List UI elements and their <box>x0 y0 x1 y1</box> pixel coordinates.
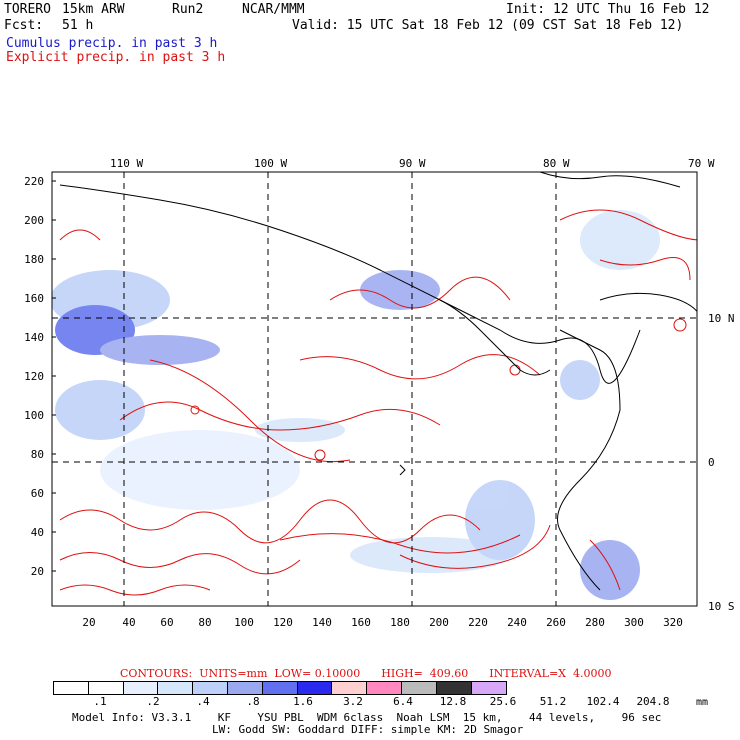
x-tick-label: 320 <box>663 616 683 629</box>
lat-label: 10 S <box>708 600 735 613</box>
x-tick-label: 80 <box>198 616 212 629</box>
init-time: Init: 12 UTC Thu 16 Feb 12 <box>506 2 710 17</box>
contours-info: CONTOURS: UNITS=mm LOW= 0.10000 HIGH= 40… <box>120 667 611 680</box>
cumulus-shading <box>52 210 660 600</box>
colorbar-label: 3.2 <box>343 695 363 708</box>
contours-low: LOW= 0.10000 <box>274 667 361 680</box>
map-border <box>51 171 698 607</box>
lon-label: 110 W <box>110 157 144 170</box>
y-tick-label: 40 <box>30 526 44 539</box>
explicit-contours <box>59 209 697 596</box>
y-tick-label: 140 <box>24 331 44 344</box>
x-tick-label: 40 <box>122 616 136 629</box>
run-label: Run2 <box>172 2 204 17</box>
y-tick-label: 80 <box>30 448 44 461</box>
colorbar-swatch <box>54 682 89 694</box>
colorbar-label: 1.6 <box>293 695 313 708</box>
y-tick-label: 120 <box>24 370 44 383</box>
valid-time: Valid: 15 UTC Sat 18 Feb 12 (09 CST Sat … <box>292 18 684 33</box>
fcst-value: 51 h <box>62 18 94 33</box>
x-tick-label: 20 <box>82 616 96 629</box>
coastlines <box>59 172 697 591</box>
y-ticks <box>52 180 56 572</box>
x-tick-label: 220 <box>468 616 488 629</box>
x-tick-label: 280 <box>585 616 605 629</box>
colorbar-label: .4 <box>196 695 210 708</box>
lat-lon-grid <box>52 172 697 606</box>
y-tick-label: 20 <box>30 565 44 578</box>
y-tick-label: 60 <box>30 487 44 500</box>
model-resolution: 15km ARW <box>62 2 125 17</box>
contours-interval: INTERVAL=X 4.0000 <box>489 667 612 680</box>
contours-units: UNITS=mm <box>199 667 268 680</box>
x-tick-label: 180 <box>390 616 410 629</box>
model-name: TORERO <box>4 2 51 17</box>
colorbar-swatch <box>158 682 194 694</box>
colorbar-swatch <box>367 682 402 694</box>
colorbar-unit: mm <box>696 697 709 708</box>
colorbar-swatch <box>227 682 263 694</box>
colorbar-label: 102.4 <box>586 695 620 708</box>
lon-label: 100 W <box>254 157 288 170</box>
colorbar-label: 204.8 <box>636 695 670 708</box>
colorbar-swatch <box>88 682 124 694</box>
y-tick-label: 220 <box>24 175 44 188</box>
x-tick-label: 100 <box>234 616 254 629</box>
x-tick-label: 260 <box>546 616 566 629</box>
colorbar-swatch <box>262 682 298 694</box>
lat-label: 0 <box>708 456 715 469</box>
x-tick-label: 140 <box>312 616 332 629</box>
contours-high: HIGH= 409.60 <box>381 667 469 680</box>
x-tick-label: 240 <box>507 616 527 629</box>
y-tick-label: 180 <box>24 253 44 266</box>
colorbar-swatch <box>471 682 507 694</box>
colorbar-swatch <box>401 682 437 694</box>
cumulus-legend: Cumulus precip. in past 3 h <box>6 36 218 51</box>
colorbar-label: 6.4 <box>393 695 413 708</box>
org-label: NCAR/MMM <box>242 2 305 17</box>
colorbar-swatch <box>297 682 333 694</box>
x-tick-label: 160 <box>351 616 371 629</box>
colorbar-swatch <box>436 682 472 694</box>
colorbar-label: .1 <box>93 695 107 708</box>
x-tick-label: 60 <box>160 616 174 629</box>
x-tick-label: 300 <box>624 616 644 629</box>
lon-label: 70 W <box>688 157 715 170</box>
model-info-line1: Model Info: V3.3.1 KF YSU PBL WDM 6class… <box>72 711 662 724</box>
colorbar-label: .2 <box>146 695 160 708</box>
lon-label: 80 W <box>543 157 570 170</box>
fcst-label: Fcst: <box>4 18 44 33</box>
colorbar-label: 12.8 <box>439 695 467 708</box>
colorbar-swatch <box>123 682 159 694</box>
x-tick-label: 120 <box>273 616 293 629</box>
y-tick-label: 200 <box>24 214 44 227</box>
colorbar-label: .8 <box>246 695 260 708</box>
model-info: Model Info: V3.3.1 KF YSU PBL WDM 6class… <box>72 712 661 736</box>
model-info-line2: LW: Godd SW: Goddard DIFF: simple KM: 2D… <box>212 723 524 736</box>
colorbar-label: 25.6 <box>489 695 517 708</box>
y-tick-label: 100 <box>24 409 44 422</box>
explicit-legend: Explicit precip. in past 3 h <box>6 50 226 65</box>
colorbar-swatch <box>332 682 368 694</box>
lat-label: 10 N <box>708 312 735 325</box>
colorbar <box>53 681 508 695</box>
y-tick-label: 160 <box>24 292 44 305</box>
colorbar-label: 51.2 <box>539 695 567 708</box>
x-tick-label: 200 <box>429 616 449 629</box>
lon-label: 90 W <box>399 157 426 170</box>
contours-label: CONTOURS: <box>120 667 193 680</box>
colorbar-swatch <box>193 682 228 694</box>
